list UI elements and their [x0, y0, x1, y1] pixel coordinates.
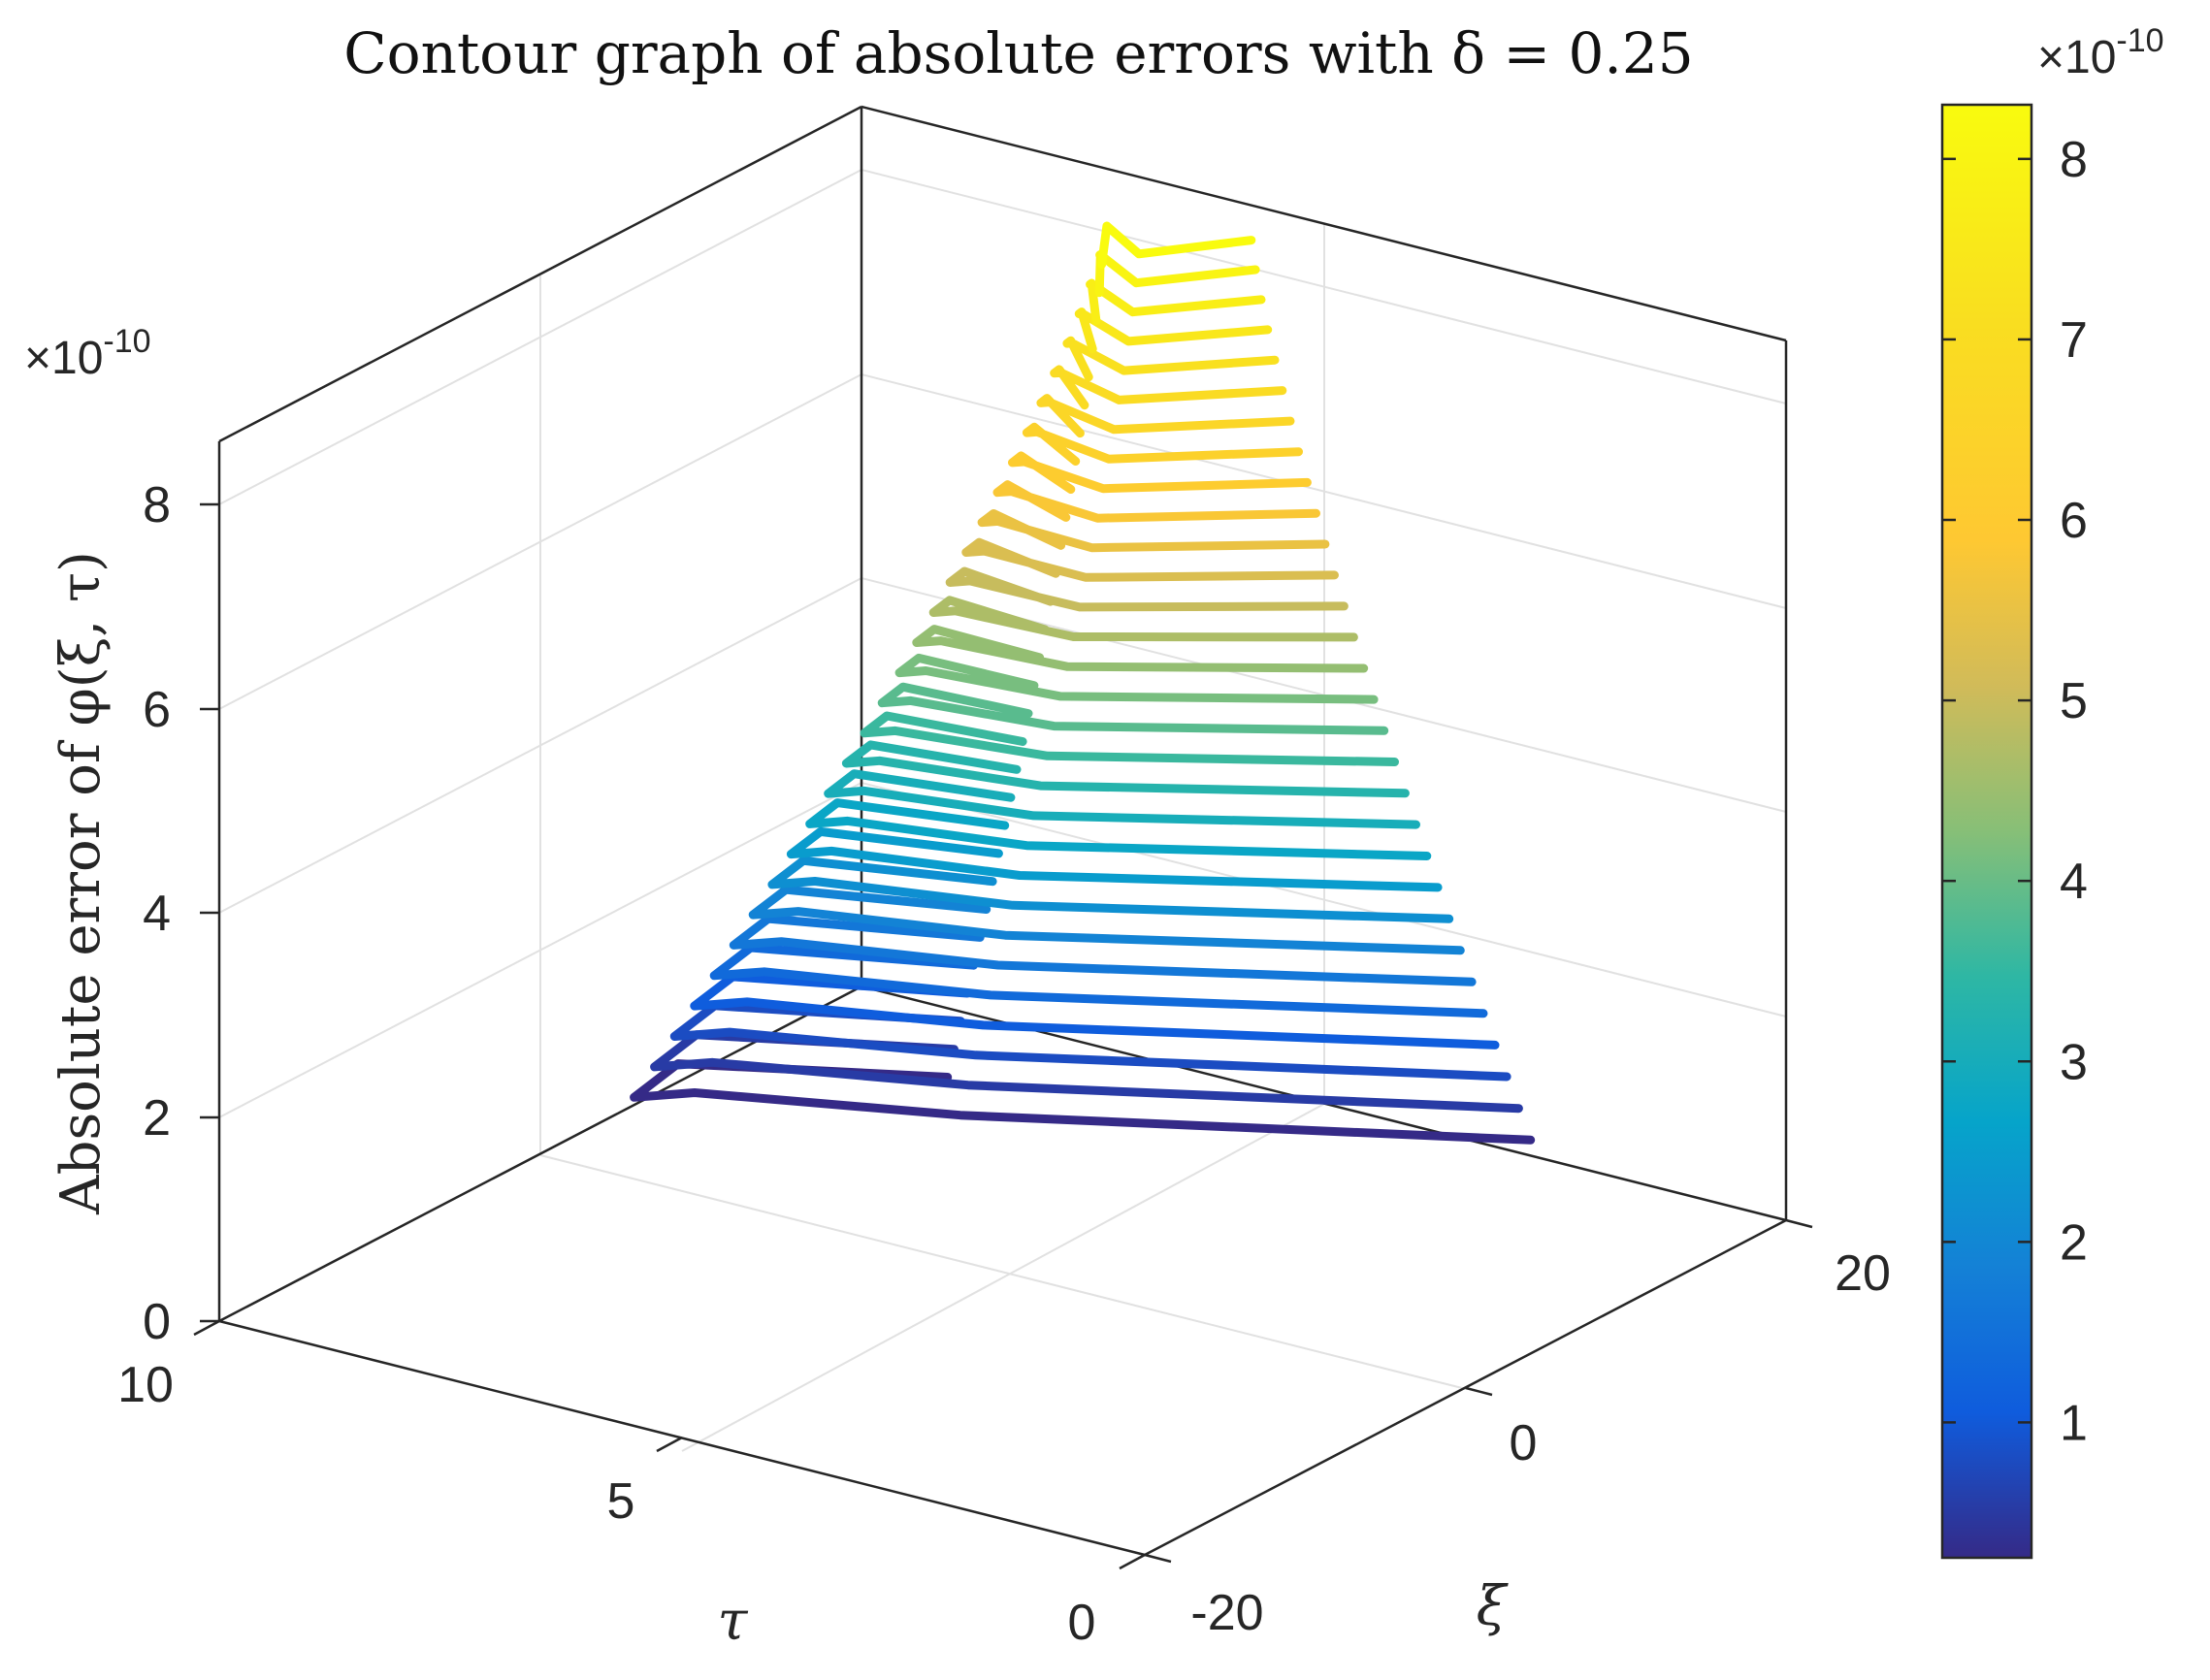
box-edge — [1144, 1218, 1787, 1557]
z-axis-label: Absolute error of φ(ξ, τ) — [49, 551, 113, 1215]
contour-level — [1097, 221, 1256, 270]
contour-level — [841, 740, 1410, 798]
z-axis: 0 2 4 6 8 ×10-10 Absolute error of φ(ξ, … — [24, 323, 219, 1350]
tau-axis: 10 5 0 τ — [117, 1319, 1146, 1653]
colorbar-tick-label: 4 — [2060, 854, 2088, 910]
contour-level — [767, 856, 1454, 923]
tau-tick-mark — [1119, 1553, 1146, 1570]
contour-level — [1036, 394, 1295, 438]
colorbar-tick-label: 6 — [2060, 493, 2088, 549]
z-tick-label: 2 — [143, 1090, 171, 1147]
contour-level — [669, 1001, 1511, 1082]
tau-tick-mark — [193, 1319, 220, 1337]
contour-level — [928, 596, 1358, 642]
contour-level — [729, 914, 1477, 986]
xi-tick-label: 0 — [1510, 1415, 1538, 1471]
xi-tick-label: -20 — [1190, 1585, 1263, 1641]
contour-lines — [630, 221, 1536, 1145]
colorbar-multiplier: ×10-10 — [2037, 22, 2164, 83]
contour-level — [877, 682, 1389, 735]
contour-level — [860, 711, 1399, 766]
colorbar-tick-label: 1 — [2060, 1395, 2088, 1451]
contour-level — [748, 885, 1465, 955]
tau-tick-label: 10 — [117, 1357, 174, 1413]
colorbar-tick-label: 8 — [2060, 132, 2088, 188]
contour-level — [1050, 365, 1287, 410]
contour-level — [912, 625, 1369, 673]
contour-level — [1094, 249, 1260, 298]
colorbar-ticks: 1 2 3 4 5 6 7 8 — [1942, 132, 2088, 1451]
box-edge — [861, 105, 1787, 342]
contour-level — [961, 537, 1339, 582]
contour-level — [690, 972, 1500, 1050]
colorbar-gradient — [1940, 103, 2033, 1560]
contour-level — [1086, 278, 1266, 326]
box-edge — [218, 105, 862, 443]
contour-level — [1074, 307, 1273, 354]
colorbar-tick-label: 3 — [2060, 1034, 2088, 1090]
z-tick-label: 6 — [143, 682, 171, 738]
xi-axis: -20 0 20 ξ — [1144, 1218, 1891, 1641]
z-tick-label: 4 — [143, 886, 171, 942]
contour-level — [1008, 451, 1312, 494]
colorbar: ×10-10 1 2 3 4 5 6 7 8 — [1940, 22, 2164, 1560]
xi-axis-label: ξ — [1477, 1575, 1510, 1638]
contour-level — [945, 566, 1349, 612]
colorbar-tick-label: 5 — [2060, 673, 2088, 729]
contour-level — [805, 798, 1432, 860]
tau-tick-label: 0 — [1068, 1595, 1096, 1651]
z-axis-multiplier: ×10-10 — [24, 323, 151, 384]
z-tick-label: 0 — [143, 1294, 171, 1350]
contour-level — [992, 480, 1320, 523]
contour-level — [977, 509, 1330, 553]
tau-tick-label: 5 — [607, 1473, 635, 1530]
contour-level — [709, 943, 1488, 1018]
contour-level — [786, 826, 1443, 892]
contour-level — [894, 653, 1379, 704]
contour-level — [824, 769, 1420, 829]
colorbar-tick-label: 2 — [2060, 1214, 2088, 1271]
xi-tick-mark — [1465, 1386, 1493, 1397]
contour-level — [1022, 422, 1303, 466]
colorbar-tick-label: 7 — [2060, 312, 2088, 369]
chart-title: Contour graph of absolute errors with δ … — [343, 20, 1693, 86]
floor-grid-tau5 — [539, 1154, 1467, 1390]
xi-tick-label: 20 — [1835, 1245, 1891, 1302]
axes-box — [217, 105, 1788, 1557]
xi-tick-mark — [1785, 1218, 1813, 1229]
floor-grid-xi0 — [681, 1103, 1325, 1452]
tau-tick-mark — [656, 1436, 683, 1453]
z-tick-label: 8 — [143, 477, 171, 533]
contour-level — [1062, 336, 1280, 382]
tau-axis-label: τ — [718, 1590, 749, 1653]
xi-tick-mark — [1144, 1553, 1172, 1564]
